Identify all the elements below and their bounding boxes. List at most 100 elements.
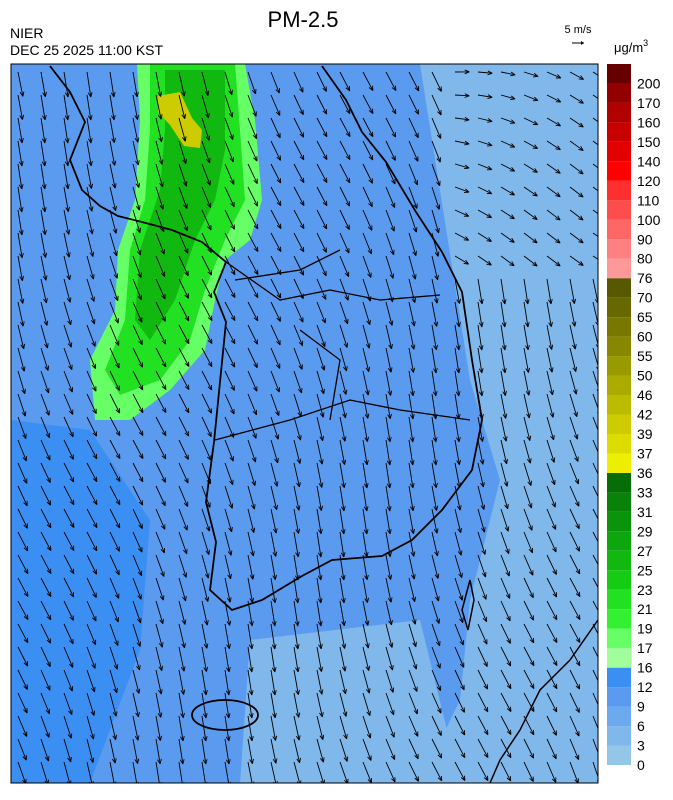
wind-arrow <box>40 186 47 213</box>
wind-arrow <box>224 646 231 673</box>
wind-arrow <box>477 117 493 123</box>
wind-arrow <box>569 623 581 644</box>
wind-arrow <box>385 163 396 185</box>
wind-arrow <box>40 577 52 598</box>
wind-arrow <box>270 439 279 464</box>
wind-arrow <box>546 761 557 783</box>
wind-arrow <box>592 140 598 146</box>
colorbar-segment <box>607 589 631 610</box>
wind-arrow <box>201 117 211 141</box>
wind-arrow <box>408 623 417 648</box>
wind-arrow <box>86 462 98 483</box>
wind-arrow <box>477 94 493 99</box>
wind-arrow <box>155 715 162 741</box>
wind-arrow <box>431 577 440 602</box>
wind-arrow <box>132 715 140 741</box>
wind-arrow <box>109 278 119 302</box>
wind-arrow <box>63 577 75 598</box>
wind-arrow <box>270 623 277 650</box>
wind-arrow <box>132 508 143 529</box>
wind-arrow <box>86 324 96 347</box>
colorbar-label: 200 <box>637 75 661 91</box>
colorbar-segment <box>607 200 631 220</box>
wind-arrow <box>408 416 415 443</box>
wind-arrow <box>201 232 212 253</box>
wind-arrow <box>477 623 488 645</box>
wind-arrow <box>294 785 301 795</box>
wind-arrow <box>40 692 51 715</box>
wind-arrow <box>224 577 232 603</box>
wind-arrow <box>155 531 165 554</box>
wind-arrow <box>86 347 97 370</box>
wind-arrow <box>385 692 395 716</box>
wind-arrow <box>500 715 512 736</box>
wind-arrow <box>454 140 470 146</box>
wind-arrow <box>63 370 73 393</box>
wind-arrow <box>293 324 304 347</box>
wind-arrow <box>316 71 327 92</box>
wind-arrow <box>454 577 464 601</box>
wind-arrow <box>316 94 328 115</box>
wind-arrow <box>546 71 562 79</box>
wind-arrow <box>178 347 190 368</box>
wind-arrow <box>109 646 119 670</box>
wind-arrow <box>408 186 418 209</box>
wind-arrow <box>63 186 70 212</box>
wind-arrow <box>155 209 165 233</box>
wind-arrow <box>40 485 52 506</box>
wind-arrow <box>569 255 584 266</box>
wind-arrow <box>569 738 580 761</box>
wind-arrow <box>569 140 584 152</box>
wind-arrow <box>201 71 210 96</box>
wind-arrow <box>477 715 489 736</box>
colorbar-segment <box>607 356 631 376</box>
wind-arrow <box>178 186 188 209</box>
wind-arrow <box>178 324 190 345</box>
colorbar-segment <box>607 317 631 337</box>
colorbar-label: 76 <box>637 270 653 286</box>
wind-arrow <box>155 163 164 188</box>
wind-arrow <box>569 577 581 598</box>
wind-arrow <box>523 71 539 78</box>
wind-arrow <box>432 785 442 795</box>
wind-arrow <box>546 623 558 644</box>
wind-arrow <box>270 508 278 534</box>
wind-arrow <box>477 255 492 266</box>
wind-arrow <box>86 692 96 716</box>
wind-arrow <box>178 485 189 507</box>
wind-arrow <box>500 554 510 577</box>
wind-arrow <box>477 324 484 351</box>
wind-arrow <box>109 554 120 576</box>
wind-arrow <box>339 439 347 465</box>
wind-arrow <box>270 416 280 440</box>
wind-arrow <box>17 669 28 690</box>
wind-arrow <box>500 439 508 465</box>
wind-arrow <box>40 163 47 190</box>
wind-arrow <box>316 738 325 763</box>
wind-arrow <box>109 347 120 369</box>
wind-arrow <box>17 209 24 236</box>
colorbar-label: 33 <box>637 484 653 500</box>
colorbar-segment <box>607 102 631 123</box>
colorbar-segment <box>607 122 631 142</box>
wind-arrow <box>500 255 515 267</box>
wind-arrow <box>40 669 51 691</box>
colorbar-segment <box>607 433 631 454</box>
colorbar-segment <box>607 628 631 649</box>
wind-arrow <box>86 140 93 167</box>
wind-arrow <box>569 600 581 621</box>
wind-arrow <box>569 94 584 104</box>
wind-arrow <box>201 186 212 209</box>
wind-arrow <box>385 393 392 420</box>
wind-arrow <box>178 738 185 765</box>
wind-arrow <box>500 577 511 599</box>
wind-arrow <box>523 761 534 782</box>
wind-arrow <box>454 669 465 691</box>
wind-arrow <box>523 623 535 644</box>
wind-arrow <box>500 531 510 555</box>
wind-arrow <box>385 140 396 161</box>
wind-arrow <box>569 117 584 128</box>
wind-arrow <box>385 117 397 138</box>
wind-arrow <box>523 577 534 599</box>
wind-arrow <box>500 163 516 172</box>
